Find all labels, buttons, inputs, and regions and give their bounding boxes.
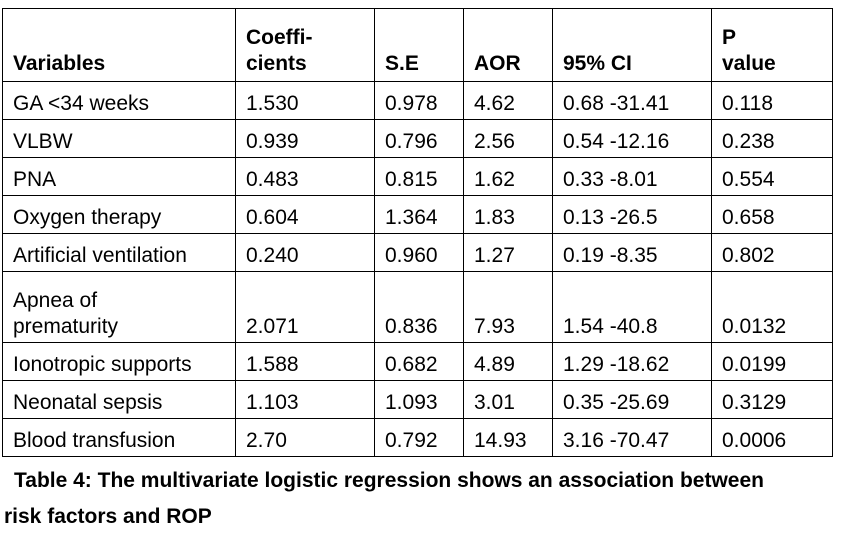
cell-se: 0.792	[374, 418, 464, 457]
cell-p-value: 0.802	[711, 233, 833, 272]
cell-p-value: 0.0199	[711, 342, 833, 381]
table-caption: Table 4: The multivariate logistic regre…	[4, 469, 764, 528]
cell-coefficient: 2.071	[235, 271, 375, 343]
cell-ci: 0.33 -8.01	[552, 157, 712, 196]
cell-p-value: 0.554	[711, 157, 833, 196]
cell-coefficient: 1.103	[235, 380, 375, 419]
cell-se: 0.978	[374, 81, 464, 120]
cell-aor: 1.27	[463, 233, 553, 272]
cell-p-value: 0.0132	[711, 271, 833, 343]
table-row: Ionotropic supports 1.588 0.682 4.89 1.29 -1…	[2, 342, 833, 381]
cell-p-value: 0.0006	[711, 418, 833, 457]
cell-se: 0.960	[374, 233, 464, 272]
table-header-row: Variables Coeffi-cients S.E AOR 95% CI P…	[2, 8, 833, 82]
cell-se: 1.364	[374, 195, 464, 234]
cell-coefficient: 0.240	[235, 233, 375, 272]
cell-p-value: 0.118	[711, 81, 833, 120]
cell-variable: Apnea of prematurity	[2, 271, 236, 343]
table-body: GA <34 weeks 1.530 0.978 4.62 0.68 -31.41 0.1…	[2, 81, 833, 457]
cell-ci: 1.54 -40.8	[552, 271, 712, 343]
cell-ci: 0.68 -31.41	[552, 81, 712, 120]
cell-variable: Ionotropic supports	[2, 342, 236, 381]
header-variables: Variables	[2, 8, 236, 82]
cell-aor: 7.93	[463, 271, 553, 343]
header-aor: AOR	[463, 8, 553, 82]
cell-coefficient: 0.939	[235, 119, 375, 158]
cell-variable: GA <34 weeks	[2, 81, 236, 120]
cell-p-value: 0.658	[711, 195, 833, 234]
cell-aor: 14.93	[463, 418, 553, 457]
cell-aor: 3.01	[463, 380, 553, 419]
cell-ci: 0.35 -25.69	[552, 380, 712, 419]
cell-variable: Artificial ventilation	[2, 233, 236, 272]
cell-coefficient: 0.483	[235, 157, 375, 196]
cell-se: 0.815	[374, 157, 464, 196]
cell-ci: 1.29 -18.62	[552, 342, 712, 381]
table-row: Artificial ventilation 0.240 0.960 1.27 0.19…	[2, 233, 833, 272]
cell-se: 0.682	[374, 342, 464, 381]
cell-variable: VLBW	[2, 119, 236, 158]
cell-ci: 3.16 -70.47	[552, 418, 712, 457]
cell-p-value: 0.238	[711, 119, 833, 158]
cell-variable: Blood transfusion	[2, 418, 236, 457]
regression-table: Variables Coeffi-cients S.E AOR 95% CI P…	[2, 8, 833, 457]
cell-coefficient: 1.530	[235, 81, 375, 120]
cell-coefficient: 2.70	[235, 418, 375, 457]
cell-ci: 0.19 -8.35	[552, 233, 712, 272]
header-coefficients: Coeffi-cients	[235, 8, 375, 82]
cell-coefficient: 1.588	[235, 342, 375, 381]
cell-ci: 0.13 -26.5	[552, 195, 712, 234]
table-row: PNA 0.483 0.815 1.62 0.33 -8.01 0.554	[2, 157, 833, 196]
header-se: S.E	[374, 8, 464, 82]
cell-aor: 4.62	[463, 81, 553, 120]
cell-se: 1.093	[374, 380, 464, 419]
cell-aor: 1.62	[463, 157, 553, 196]
table-row: Neonatal sepsis 1.103 1.093 3.01 0.35 -25.69…	[2, 380, 833, 419]
table-row: Apnea of prematurity 2.071 0.836 7.93 1.54 -4…	[2, 271, 833, 343]
cell-variable: Neonatal sepsis	[2, 380, 236, 419]
cell-se: 0.796	[374, 119, 464, 158]
cell-aor: 1.83	[463, 195, 553, 234]
cell-se: 0.836	[374, 271, 464, 343]
cell-aor: 2.56	[463, 119, 553, 158]
table-row: Blood transfusion 2.70 0.792 14.93 3.16 -70.…	[2, 418, 833, 457]
cell-aor: 4.89	[463, 342, 553, 381]
cell-coefficient: 0.604	[235, 195, 375, 234]
cell-variable: Oxygen therapy	[2, 195, 236, 234]
header-ci: 95% CI	[552, 8, 712, 82]
table-row: Oxygen therapy 0.604 1.364 1.83 0.13 -26.5 0.…	[2, 195, 833, 234]
cell-variable: PNA	[2, 157, 236, 196]
cell-ci: 0.54 -12.16	[552, 119, 712, 158]
cell-p-value: 0.3129	[711, 380, 833, 419]
table-row: VLBW 0.939 0.796 2.56 0.54 -12.16 0.238	[2, 119, 833, 158]
table-row: GA <34 weeks 1.530 0.978 4.62 0.68 -31.41 0.1…	[2, 81, 833, 120]
